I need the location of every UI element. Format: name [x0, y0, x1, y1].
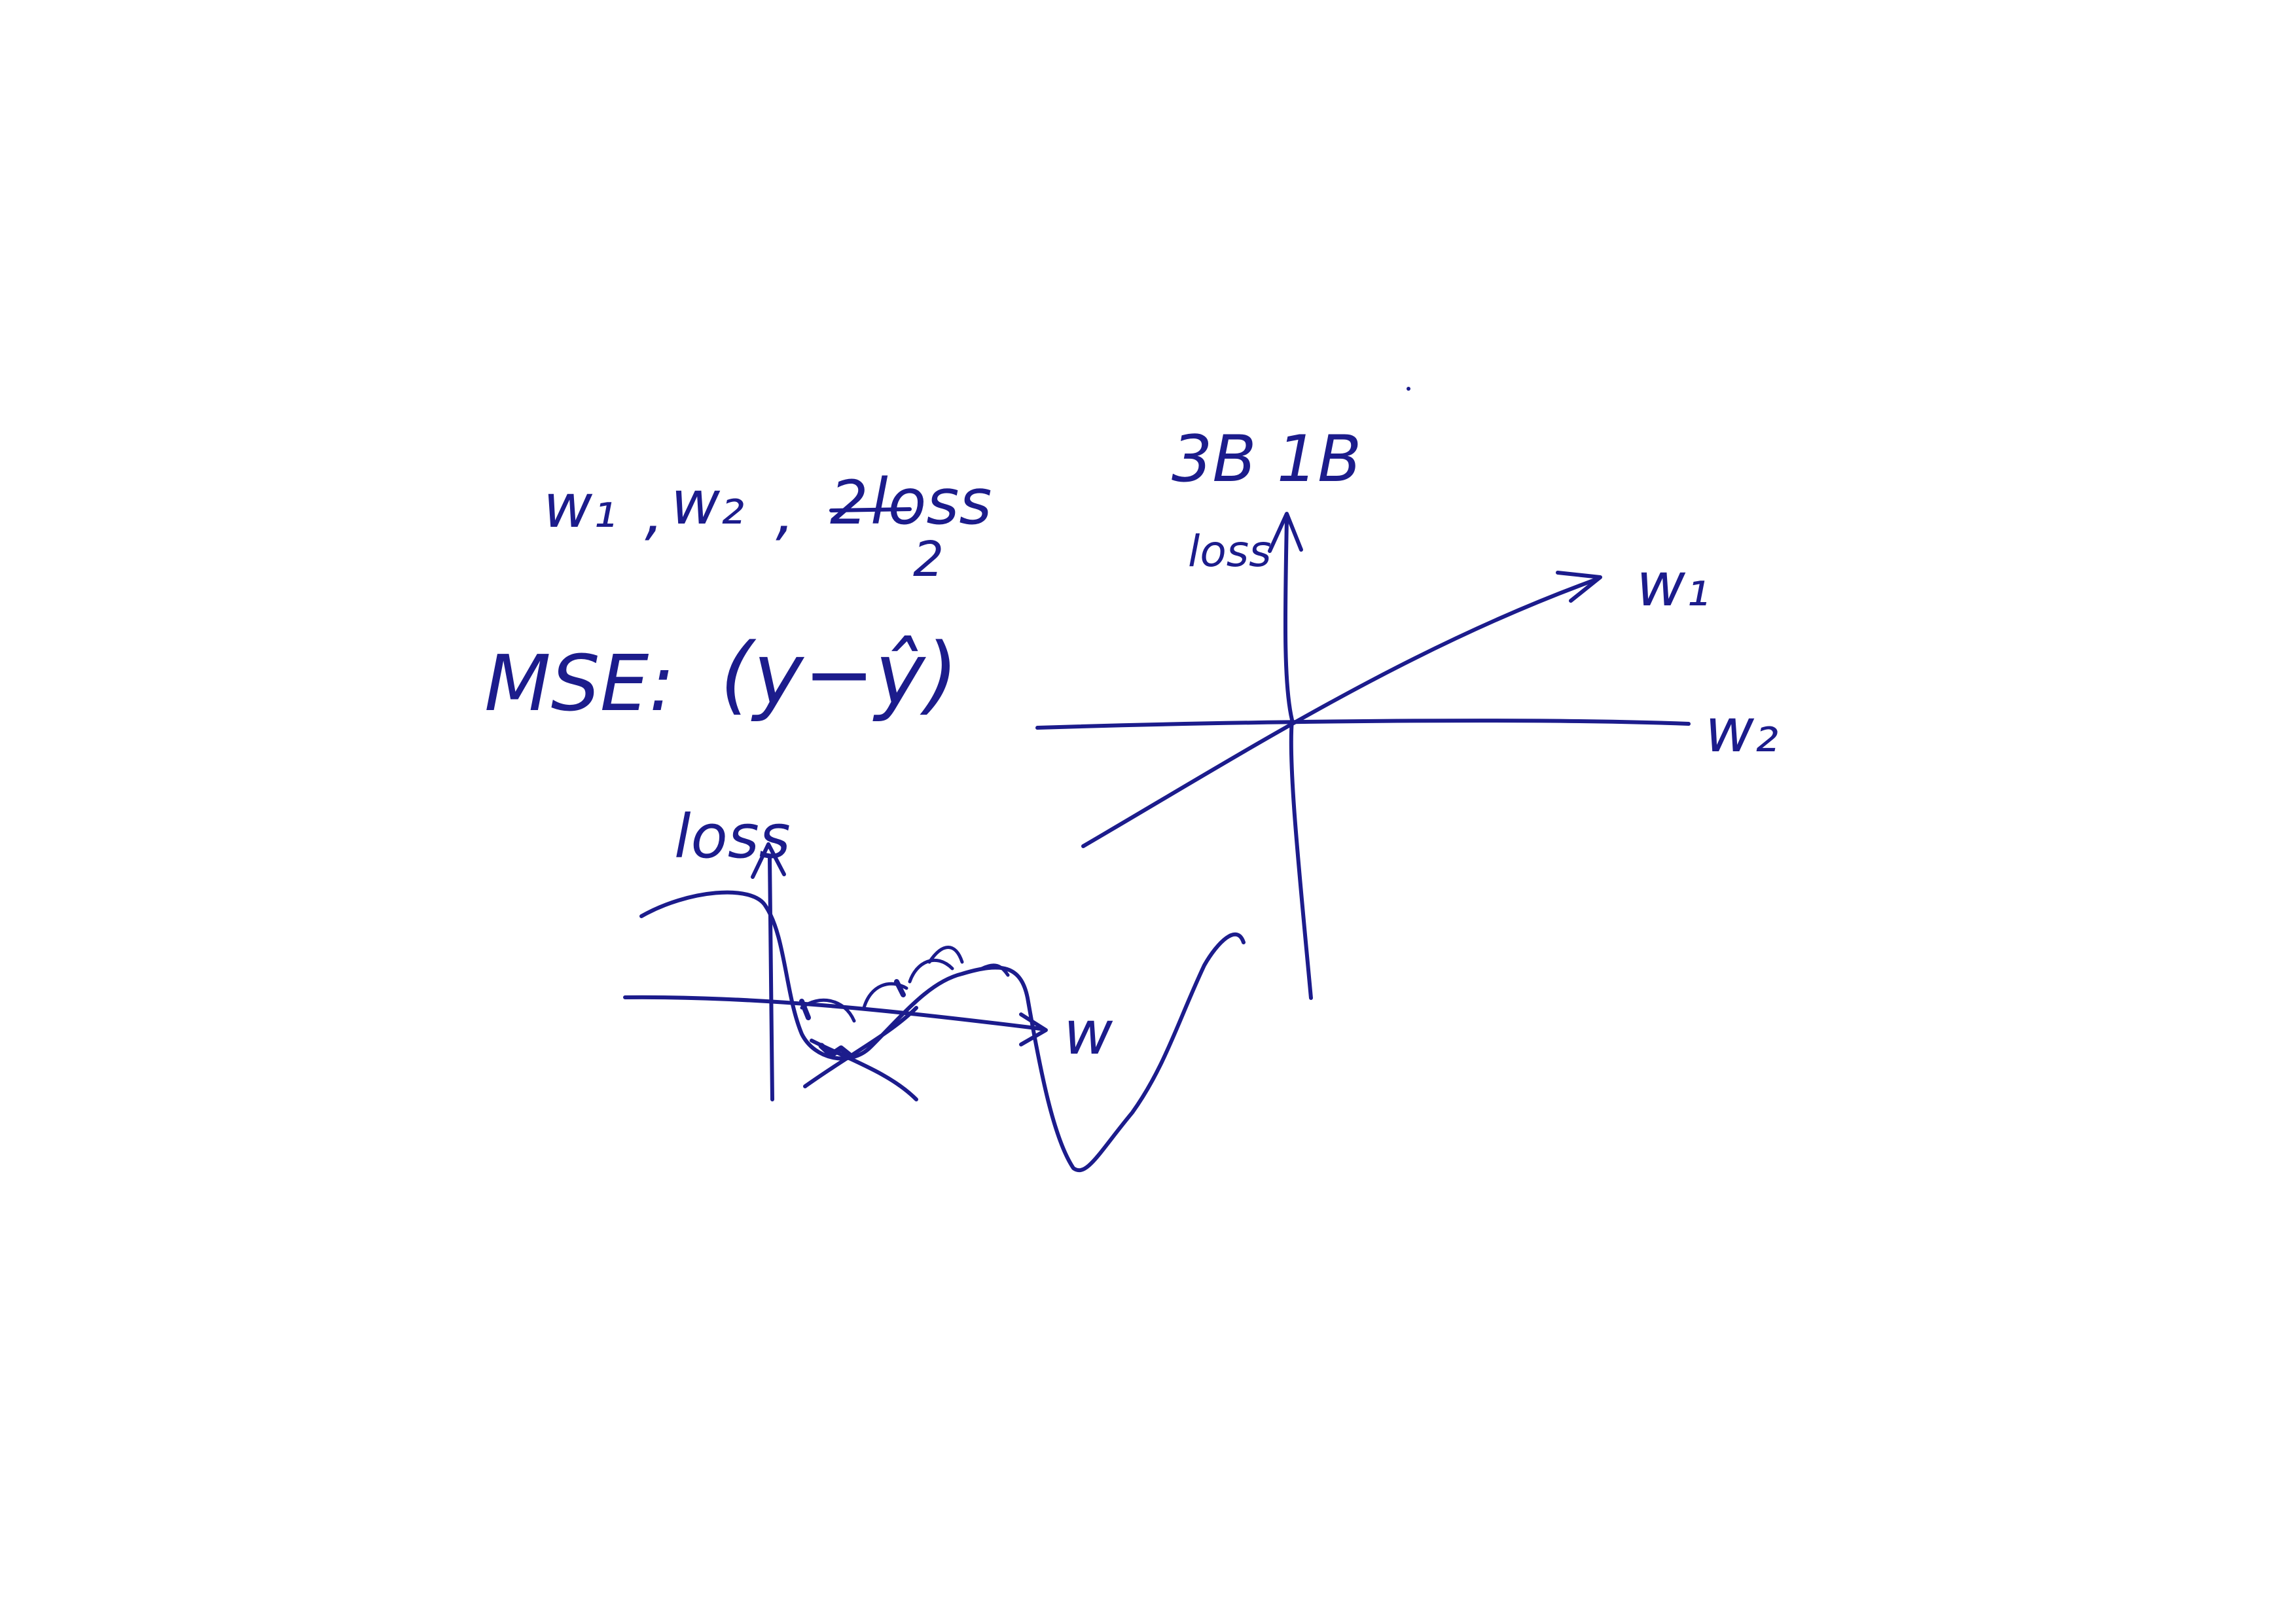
w-axis-label: w	[1064, 998, 1113, 1068]
struck-prefix: 2	[830, 468, 869, 538]
w2-axis	[1035, 719, 1691, 730]
mse-expression: (y−ŷ)	[720, 624, 958, 724]
step-mark-1	[894, 979, 906, 997]
descent-hop-1	[800, 998, 856, 1023]
w-axis-arrowhead	[1019, 1012, 1048, 1046]
step-mark-2	[799, 999, 811, 1020]
top-label-3b1b: 3B 1B	[1172, 422, 1361, 497]
mse-exponent: 2	[913, 531, 944, 588]
w1-axis	[1081, 577, 1599, 848]
mse-formula: MSE: (y−ŷ) 2	[484, 531, 958, 728]
loss-axis-2d-arrowhead	[751, 842, 786, 879]
ink-layer: w₁ , w₂ , 2 loss MSE: (y−ŷ) 2 3B 1B loss…	[484, 387, 1778, 1173]
loss-curve	[639, 890, 1246, 1173]
w2-axis-label: w₂	[1705, 696, 1778, 766]
loss-label-3d: loss	[1188, 526, 1272, 577]
weights-line: w₁ , w₂ , 2 loss	[543, 465, 992, 548]
loss-curve-diagram: loss w	[623, 802, 1246, 1173]
descent-hop-4	[927, 946, 964, 964]
loss-label-2d: loss	[674, 802, 791, 872]
comma-1: ,	[645, 478, 664, 548]
loss-axis-2d	[768, 855, 774, 1101]
w1-text: w₁	[543, 471, 617, 541]
w2-text: w₂	[671, 468, 744, 538]
mse-label: MSE:	[484, 638, 675, 728]
w-axis	[623, 995, 1043, 1031]
loss-axis-3d	[1283, 515, 1313, 1000]
crossing-stroke-1	[803, 1006, 918, 1088]
descent-hop-3	[908, 958, 954, 984]
w1-axis-label: w₁	[1636, 550, 1710, 620]
w1-arrowhead	[1556, 571, 1602, 603]
loss-axis-3d-arrowhead	[1268, 512, 1303, 553]
loss-text: loss	[870, 465, 992, 539]
strike-line	[829, 507, 912, 512]
minimum-scribble	[818, 1043, 854, 1060]
descent-hop-5	[980, 963, 1010, 977]
stray-dot	[1407, 387, 1410, 391]
comma-2: ,	[776, 478, 795, 548]
axes-3d-diagram: 3B 1B loss w₁ w₂	[1035, 422, 1778, 1000]
